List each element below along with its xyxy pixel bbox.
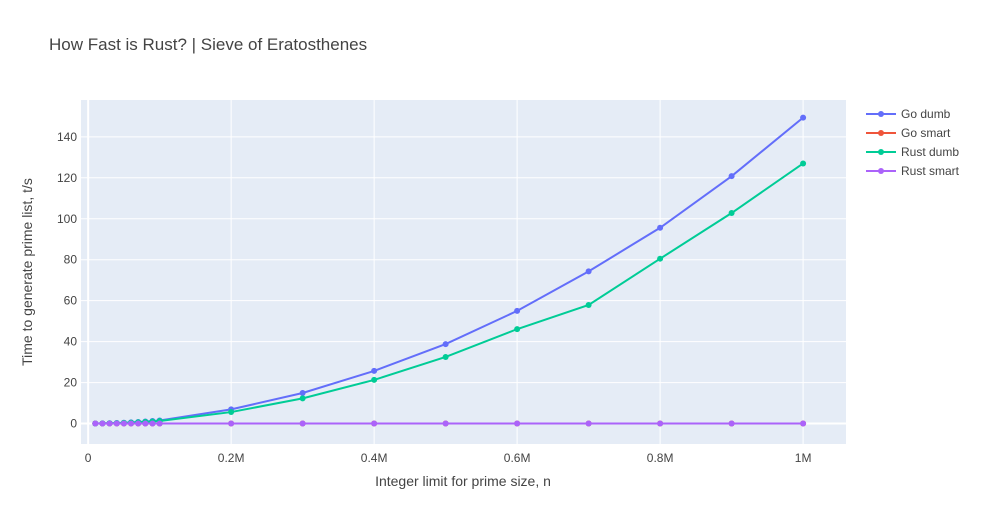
legend-item[interactable]: Rust smart — [866, 164, 960, 178]
y-axis-title: Time to generate prime list, t/s — [19, 178, 35, 366]
data-point[interactable] — [657, 420, 664, 427]
series-rust-smart — [92, 420, 807, 427]
data-point[interactable] — [299, 395, 306, 402]
data-point[interactable] — [299, 420, 306, 427]
data-point[interactable] — [800, 420, 807, 427]
legend-swatch-marker — [878, 111, 884, 117]
legend-label: Rust smart — [901, 164, 960, 178]
y-tick-label: 120 — [57, 171, 77, 185]
data-point[interactable] — [99, 420, 106, 427]
legend-label: Go dumb — [901, 107, 951, 121]
legend-label: Go smart — [901, 126, 951, 140]
plot-area — [81, 100, 846, 444]
y-tick-label: 60 — [64, 294, 78, 308]
y-tick-label: 40 — [64, 335, 78, 349]
data-point[interactable] — [371, 367, 378, 374]
x-tick-label: 0.2M — [218, 451, 245, 465]
x-axis-title: Integer limit for prime size, n — [375, 473, 551, 489]
data-point[interactable] — [442, 420, 449, 427]
x-tick-label: 0.4M — [361, 451, 388, 465]
data-point[interactable] — [800, 160, 807, 167]
data-point[interactable] — [128, 420, 135, 427]
data-point[interactable] — [442, 353, 449, 360]
data-point[interactable] — [113, 420, 120, 427]
data-point[interactable] — [514, 326, 521, 333]
data-point[interactable] — [92, 420, 99, 427]
legend-item[interactable]: Go smart — [866, 126, 951, 140]
y-tick-labels: 0 20 40 60 80 100 120 140 — [57, 130, 77, 431]
legend-swatch-marker — [878, 149, 884, 155]
x-tick-labels: 0 0.2M 0.4M 0.6M 0.8M 1M — [85, 451, 812, 465]
data-point[interactable] — [120, 420, 127, 427]
data-point[interactable] — [800, 114, 807, 121]
data-point[interactable] — [728, 420, 735, 427]
legend-label: Rust dumb — [901, 145, 959, 159]
legend-swatch-marker — [878, 130, 884, 136]
data-point[interactable] — [156, 420, 163, 427]
x-tick-label: 0.8M — [647, 451, 674, 465]
data-point[interactable] — [228, 409, 235, 416]
y-tick-label: 100 — [57, 212, 77, 226]
data-point[interactable] — [585, 420, 592, 427]
legend-item[interactable]: Go dumb — [866, 107, 951, 121]
y-tick-label: 80 — [64, 253, 78, 267]
x-tick-label: 1M — [795, 451, 812, 465]
series-layer — [92, 114, 807, 427]
data-point[interactable] — [585, 301, 592, 308]
data-point[interactable] — [228, 420, 235, 427]
data-point[interactable] — [106, 420, 113, 427]
legend[interactable]: Go dumb Go smart Rust dumb Rust smart — [866, 107, 960, 178]
legend-swatch-marker — [878, 168, 884, 174]
legend-item[interactable]: Rust dumb — [866, 145, 959, 159]
data-point[interactable] — [514, 420, 521, 427]
data-point[interactable] — [299, 390, 306, 397]
y-tick-label: 20 — [64, 376, 78, 390]
data-point[interactable] — [442, 341, 449, 348]
data-point[interactable] — [657, 224, 664, 231]
data-point[interactable] — [371, 376, 378, 383]
chart-title: How Fast is Rust? | Sieve of Eratosthene… — [49, 35, 367, 54]
data-point[interactable] — [514, 307, 521, 314]
y-tick-label: 0 — [70, 417, 77, 431]
x-tick-label: 0 — [85, 451, 92, 465]
data-point[interactable] — [135, 420, 142, 427]
x-tick-label: 0.6M — [504, 451, 531, 465]
y-tick-label: 140 — [57, 130, 77, 144]
data-point[interactable] — [585, 268, 592, 275]
data-point[interactable] — [142, 420, 149, 427]
data-point[interactable] — [149, 420, 156, 427]
data-point[interactable] — [657, 255, 664, 262]
data-point[interactable] — [371, 420, 378, 427]
data-point[interactable] — [728, 173, 735, 180]
data-point[interactable] — [728, 210, 735, 217]
